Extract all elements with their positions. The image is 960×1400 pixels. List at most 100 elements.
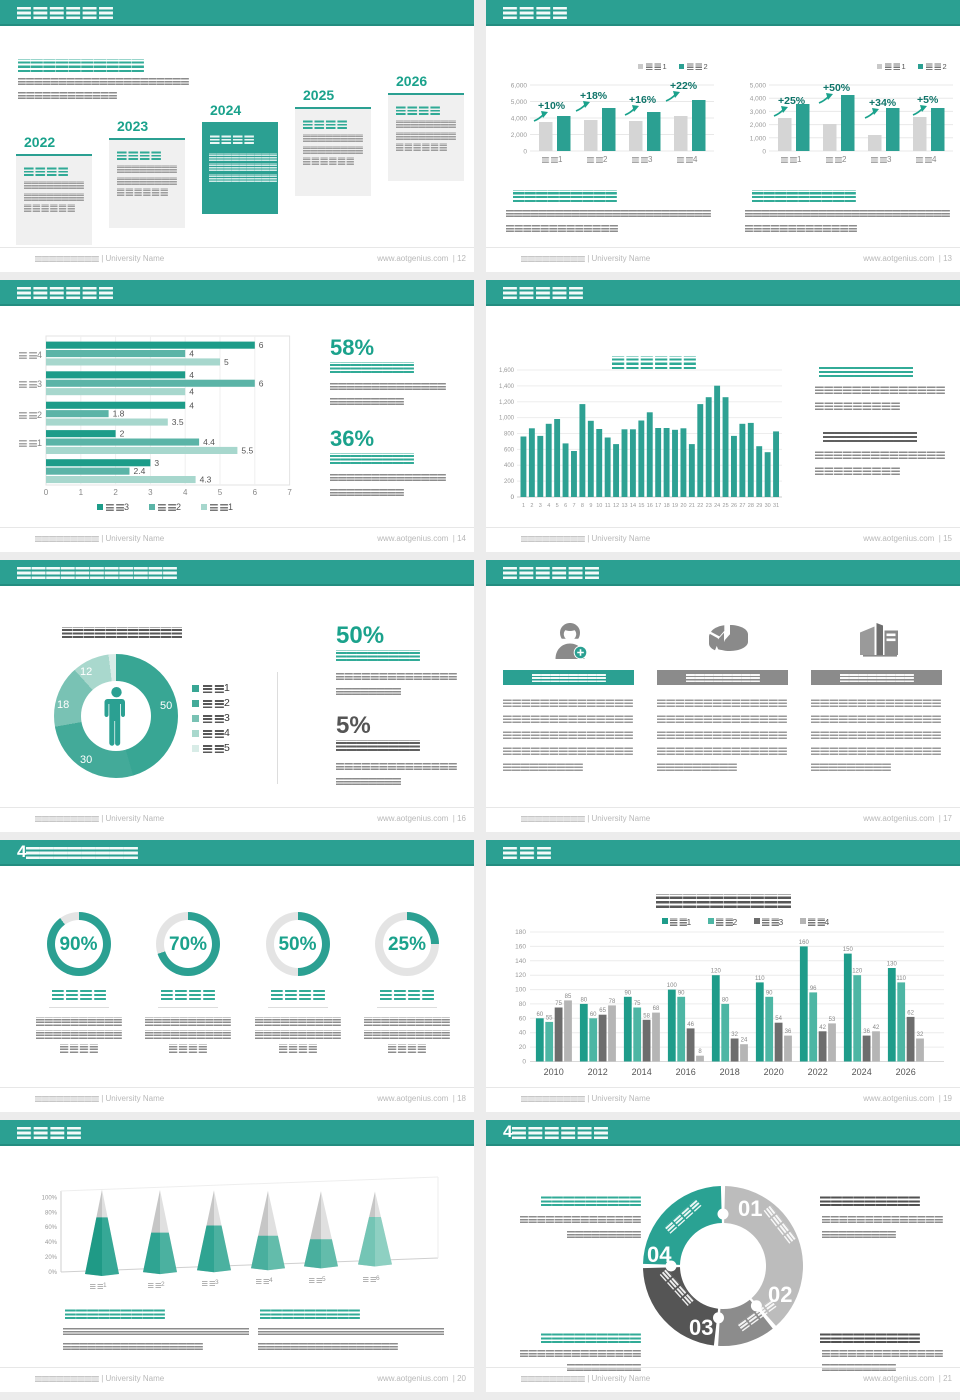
svg-text:2.4: 2.4 bbox=[134, 466, 146, 476]
svg-text:80: 80 bbox=[722, 997, 729, 1003]
svg-text:2: 2 bbox=[113, 488, 118, 497]
svg-text:16: 16 bbox=[647, 503, 653, 509]
svg-text:100: 100 bbox=[667, 983, 678, 989]
svg-text:60: 60 bbox=[519, 1015, 527, 1022]
svg-text:78: 78 bbox=[609, 999, 616, 1005]
svg-text:4.4: 4.4 bbox=[203, 437, 215, 447]
svg-text:19: 19 bbox=[672, 503, 678, 509]
svg-text:46: 46 bbox=[687, 1022, 694, 1028]
svg-text:100: 100 bbox=[515, 987, 526, 994]
svg-text:0: 0 bbox=[522, 1059, 526, 1066]
svg-text:68: 68 bbox=[653, 1006, 660, 1012]
svg-text:62: 62 bbox=[907, 1010, 914, 1016]
svg-text:17: 17 bbox=[655, 503, 661, 509]
svg-text:1: 1 bbox=[522, 503, 525, 509]
svg-text:6: 6 bbox=[259, 378, 264, 388]
svg-text:2018: 2018 bbox=[720, 1067, 740, 1077]
svg-text:80%: 80% bbox=[45, 1210, 58, 1216]
svg-text:40: 40 bbox=[519, 1030, 527, 1037]
svg-text:3: 3 bbox=[539, 503, 542, 509]
svg-text:4: 4 bbox=[183, 488, 188, 497]
svg-text:7: 7 bbox=[572, 503, 575, 509]
svg-text:5: 5 bbox=[218, 488, 223, 497]
svg-text:5,000: 5,000 bbox=[511, 99, 528, 106]
svg-text:20: 20 bbox=[680, 503, 686, 509]
svg-text:2,000: 2,000 bbox=[511, 132, 528, 139]
svg-text:3: 3 bbox=[148, 488, 153, 497]
svg-text:4,000: 4,000 bbox=[750, 96, 767, 103]
svg-text:54: 54 bbox=[775, 1016, 782, 1022]
svg-text:90: 90 bbox=[766, 990, 773, 996]
svg-text:58: 58 bbox=[643, 1013, 650, 1019]
svg-text:5: 5 bbox=[556, 503, 559, 509]
svg-text:130: 130 bbox=[887, 962, 898, 968]
svg-text:120: 120 bbox=[852, 969, 863, 975]
svg-text:160: 160 bbox=[515, 943, 526, 950]
svg-text:2010: 2010 bbox=[544, 1067, 564, 1077]
svg-text:80: 80 bbox=[519, 1001, 527, 1008]
svg-text:2: 2 bbox=[120, 429, 125, 439]
svg-text:36: 36 bbox=[863, 1029, 870, 1035]
svg-text:9: 9 bbox=[589, 503, 592, 509]
svg-text:90: 90 bbox=[678, 990, 685, 996]
svg-text:22: 22 bbox=[697, 503, 703, 509]
svg-text:100%: 100% bbox=[42, 1195, 58, 1201]
svg-text:7: 7 bbox=[287, 488, 292, 497]
svg-text:150: 150 bbox=[843, 947, 854, 953]
svg-text:1.8: 1.8 bbox=[113, 409, 125, 419]
svg-text:0: 0 bbox=[523, 149, 527, 156]
svg-text:2020: 2020 bbox=[764, 1067, 784, 1077]
svg-text:80: 80 bbox=[580, 997, 587, 1003]
svg-text:2016: 2016 bbox=[676, 1067, 696, 1077]
svg-text:24: 24 bbox=[741, 1038, 748, 1044]
svg-text:2,000: 2,000 bbox=[750, 122, 767, 129]
svg-text:5: 5 bbox=[224, 357, 229, 367]
svg-text:29: 29 bbox=[756, 503, 762, 509]
svg-text:120: 120 bbox=[711, 969, 722, 975]
svg-text:600: 600 bbox=[504, 447, 515, 453]
svg-text:110: 110 bbox=[755, 976, 765, 982]
svg-text:36: 36 bbox=[785, 1029, 792, 1035]
svg-text:160: 160 bbox=[799, 940, 810, 946]
svg-text:60%: 60% bbox=[45, 1225, 58, 1231]
svg-text:30: 30 bbox=[765, 503, 771, 509]
svg-text:6,000: 6,000 bbox=[511, 83, 528, 90]
svg-text:75: 75 bbox=[555, 1001, 562, 1007]
svg-text:18: 18 bbox=[664, 503, 670, 509]
svg-text:8: 8 bbox=[581, 503, 584, 509]
svg-text:800: 800 bbox=[504, 432, 515, 438]
svg-text:1: 1 bbox=[79, 488, 84, 497]
svg-text:4,000: 4,000 bbox=[511, 116, 528, 123]
svg-text:96: 96 bbox=[810, 986, 817, 992]
svg-text:140: 140 bbox=[515, 958, 526, 965]
svg-text:21: 21 bbox=[689, 503, 695, 509]
svg-text:6: 6 bbox=[259, 340, 264, 350]
svg-text:60: 60 bbox=[536, 1012, 543, 1018]
svg-text:3,000: 3,000 bbox=[750, 109, 767, 116]
svg-text:60: 60 bbox=[590, 1012, 597, 1018]
svg-text:120: 120 bbox=[515, 972, 526, 979]
svg-text:2012: 2012 bbox=[588, 1067, 608, 1077]
svg-text:32: 32 bbox=[917, 1032, 924, 1038]
svg-text:4: 4 bbox=[189, 349, 194, 359]
svg-text:23: 23 bbox=[706, 503, 712, 509]
svg-text:3: 3 bbox=[154, 458, 159, 468]
svg-text:40%: 40% bbox=[45, 1240, 58, 1246]
svg-text:4: 4 bbox=[189, 370, 194, 380]
svg-text:15: 15 bbox=[638, 503, 644, 509]
svg-text:1,200: 1,200 bbox=[499, 400, 515, 406]
svg-text:6: 6 bbox=[253, 488, 258, 497]
svg-text:85: 85 bbox=[565, 994, 572, 1000]
svg-text:1,000: 1,000 bbox=[750, 135, 767, 142]
svg-text:42: 42 bbox=[819, 1025, 826, 1031]
svg-text:32: 32 bbox=[731, 1032, 738, 1038]
svg-text:3.5: 3.5 bbox=[172, 417, 184, 427]
svg-text:400: 400 bbox=[504, 463, 515, 469]
svg-text:4: 4 bbox=[189, 400, 194, 410]
svg-text:0%: 0% bbox=[48, 1270, 57, 1276]
svg-text:4.3: 4.3 bbox=[200, 475, 212, 485]
svg-text:27: 27 bbox=[739, 503, 745, 509]
svg-text:5.5: 5.5 bbox=[241, 446, 253, 456]
svg-text:110: 110 bbox=[896, 976, 906, 982]
svg-text:2014: 2014 bbox=[632, 1067, 652, 1077]
